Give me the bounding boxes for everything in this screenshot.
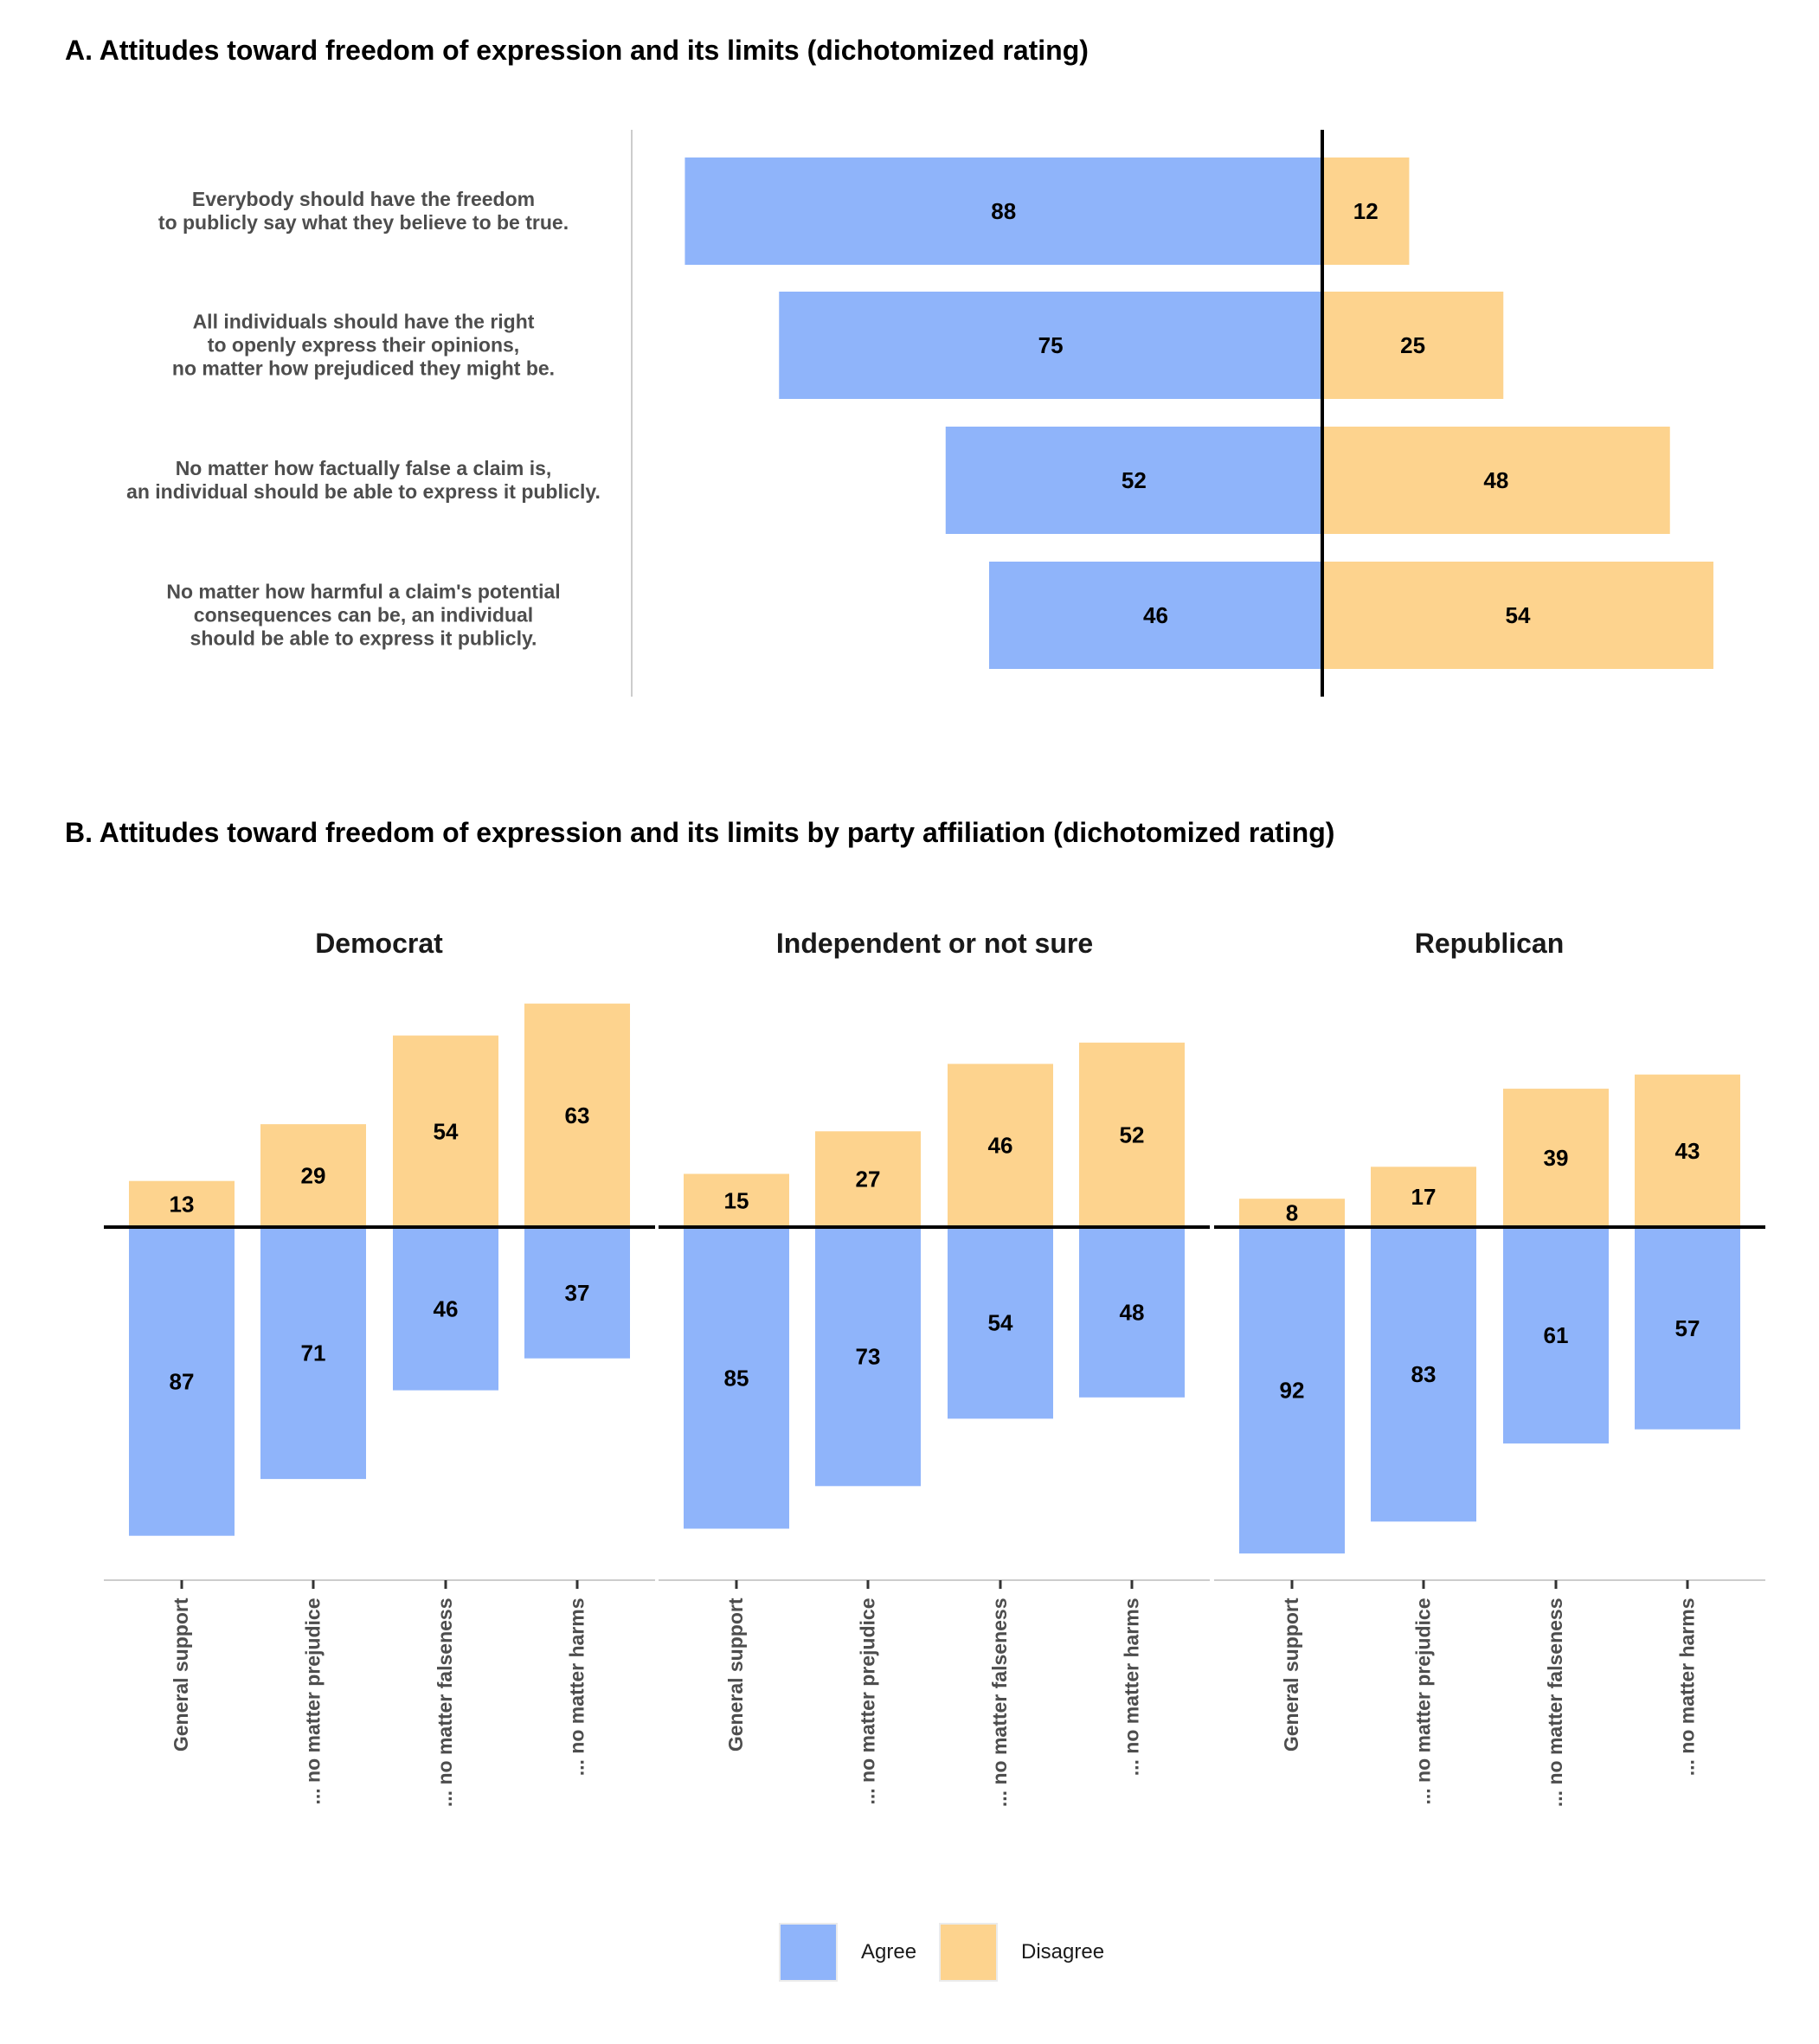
bar-disagree — [260, 1124, 366, 1227]
data-label-disagree: 43 — [1675, 1138, 1700, 1164]
x-tick-label: ... no matter prejudice — [1411, 1597, 1435, 1805]
x-tick-label: ... no matter harms — [1120, 1597, 1143, 1777]
data-label-agree: 54 — [988, 1310, 1013, 1336]
bar-agree — [129, 1227, 235, 1536]
legend-label-disagree: Disagree — [1021, 1940, 1105, 1964]
data-label-agree: 73 — [856, 1344, 881, 1370]
data-label-agree: 61 — [1544, 1322, 1569, 1348]
x-tick-label: General support — [724, 1597, 748, 1752]
bar-disagree — [948, 1064, 1053, 1227]
statement-label: All individuals should have the right to… — [171, 310, 556, 380]
data-label-agree: 83 — [1411, 1361, 1437, 1387]
legend: Agree Disagree — [0, 1923, 1819, 1985]
data-label-disagree: 8 — [1286, 1200, 1298, 1226]
bar-agree — [260, 1227, 366, 1480]
bar-agree — [779, 292, 1322, 399]
bar-agree — [524, 1227, 630, 1359]
bar-disagree — [1322, 157, 1410, 265]
bar-disagree — [129, 1180, 235, 1227]
x-tick-label: ... no matter prejudice — [856, 1597, 879, 1805]
bar-agree — [815, 1227, 921, 1487]
x-tick-label: General support — [170, 1597, 193, 1752]
data-label-disagree: 13 — [170, 1191, 195, 1217]
panel-b-title: B. Attitudes toward freedom of expressio… — [65, 817, 1335, 848]
bar-agree — [1079, 1227, 1185, 1398]
facet-title: Republican — [1414, 928, 1565, 959]
x-tick-label: ... no matter harms — [565, 1597, 588, 1777]
statement-label: No matter how factually false a claim is… — [126, 457, 601, 503]
data-label-agree: 87 — [170, 1368, 195, 1394]
data-label-agree: 52 — [1122, 467, 1147, 493]
facet-title: Independent or not sure — [775, 928, 1094, 959]
data-label-disagree: 15 — [724, 1187, 749, 1213]
bar-agree — [1503, 1227, 1609, 1444]
data-label-disagree: 12 — [1353, 198, 1379, 224]
statement-label: Everybody should have the freedom to pub… — [157, 188, 569, 234]
x-tick-label: ... no matter prejudice — [301, 1597, 325, 1805]
bar-disagree — [1322, 427, 1670, 534]
data-label-agree: 75 — [1038, 332, 1064, 358]
data-label-disagree: 17 — [1411, 1184, 1437, 1210]
legend-label-agree: Agree — [861, 1940, 917, 1964]
bar-agree — [945, 427, 1322, 534]
bar-disagree — [1322, 562, 1713, 669]
bar-disagree — [1079, 1042, 1185, 1227]
data-label-agree: 57 — [1675, 1315, 1700, 1341]
data-label-agree: 46 — [1143, 602, 1168, 628]
data-label-disagree: 46 — [988, 1133, 1013, 1159]
data-label-disagree: 63 — [565, 1102, 590, 1128]
bar-agree — [1371, 1227, 1476, 1522]
bar-disagree — [1239, 1199, 1345, 1227]
bar-disagree — [393, 1035, 498, 1227]
bar-disagree — [1503, 1089, 1609, 1227]
data-label-disagree: 48 — [1483, 467, 1508, 493]
panel-a-chart: 88 12 75 25 52 48 46 54 — [631, 130, 1713, 697]
legend-key-agree — [779, 1923, 838, 1982]
legend-key-disagree — [939, 1923, 998, 1982]
bar-disagree — [524, 1003, 630, 1227]
x-tick-label: ... no matter falseness — [1544, 1597, 1567, 1808]
data-label-agree: 88 — [991, 198, 1016, 224]
statement-label: No matter how harmful a claim's potentia… — [166, 580, 561, 650]
bar-disagree — [1322, 292, 1504, 399]
data-label-disagree: 39 — [1544, 1145, 1569, 1171]
panel-a-title: A. Attitudes toward freedom of expressio… — [65, 35, 1089, 66]
bar-agree — [988, 562, 1322, 669]
x-tick-label: General support — [1280, 1597, 1303, 1752]
data-label-agree: 92 — [1280, 1378, 1305, 1404]
data-label-agree: 46 — [434, 1295, 459, 1321]
data-label-disagree: 54 — [1506, 602, 1531, 628]
bar-disagree — [684, 1173, 789, 1227]
bar-agree — [1635, 1227, 1740, 1430]
bar-agree — [948, 1227, 1053, 1419]
bar-agree — [393, 1227, 498, 1391]
bar-disagree — [1635, 1074, 1740, 1227]
bar-agree — [684, 1227, 789, 1529]
x-tick-label: ... no matter falseness — [434, 1597, 457, 1808]
data-label-disagree: 54 — [434, 1118, 459, 1144]
x-tick-label: ... no matter falseness — [988, 1597, 1012, 1808]
data-label-disagree: 29 — [301, 1163, 326, 1189]
data-label-disagree: 27 — [856, 1167, 881, 1192]
data-label-agree: 85 — [724, 1365, 749, 1391]
facet-title: Democrat — [315, 928, 443, 959]
data-label-agree: 71 — [301, 1340, 326, 1366]
bar-agree — [1239, 1227, 1345, 1554]
bar-disagree — [815, 1131, 921, 1227]
data-label-disagree: 25 — [1400, 332, 1425, 358]
x-tick-label: ... no matter harms — [1675, 1597, 1699, 1777]
data-label-agree: 48 — [1120, 1299, 1145, 1325]
bar-agree — [685, 157, 1322, 265]
data-label-disagree: 52 — [1120, 1122, 1145, 1147]
data-label-agree: 37 — [565, 1280, 590, 1306]
bar-disagree — [1371, 1167, 1476, 1227]
